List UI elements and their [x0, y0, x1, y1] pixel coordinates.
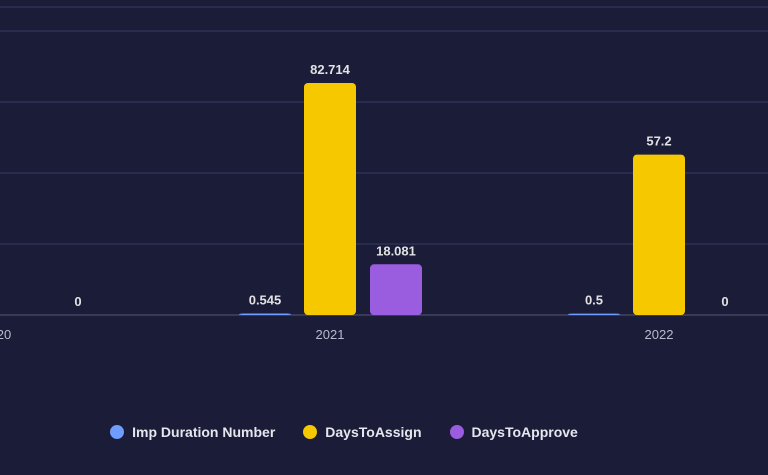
legend-item-days-to-approve[interactable]: DaysToApprove — [449, 424, 578, 440]
data-label: 0.5 — [585, 293, 603, 308]
legend-dot-imp-duration-number — [110, 425, 125, 439]
bar-daystoassign-2021[interactable] — [304, 83, 356, 315]
data-label: 0 — [74, 294, 81, 309]
data-label: 0 — [721, 294, 728, 309]
x-tick-label: 2022 — [645, 327, 674, 342]
legend-item-days-to-assign[interactable]: DaysToAssign — [303, 424, 422, 440]
legend-label: DaysToAssign — [325, 424, 422, 440]
data-label: 18.081 — [376, 243, 416, 258]
bar-imp-duration-number-2021[interactable] — [239, 313, 291, 315]
data-label: 82.714 — [310, 62, 351, 77]
x-tick-label: 20 — [0, 327, 11, 342]
bar-imp-duration-number-2022[interactable] — [568, 313, 620, 315]
x-tick-label: 2021 — [316, 327, 345, 342]
data-label: 57.2 — [646, 134, 671, 149]
bar-daystoapprove-2021[interactable] — [370, 264, 422, 315]
legend-dot-days-to-assign — [303, 425, 318, 439]
legend-label: DaysToApprove — [471, 424, 578, 440]
bar-daystoassign-2022[interactable] — [633, 154, 685, 315]
legend-dot-days-to-approve — [449, 425, 464, 439]
data-label: 0.545 — [249, 292, 282, 307]
legend-label: Imp Duration Number — [132, 424, 276, 440]
legend: Imp Duration Number DaysToAssign DaysToA… — [0, 420, 768, 444]
legend-item-imp-duration-number[interactable]: Imp Duration Number — [110, 424, 275, 440]
